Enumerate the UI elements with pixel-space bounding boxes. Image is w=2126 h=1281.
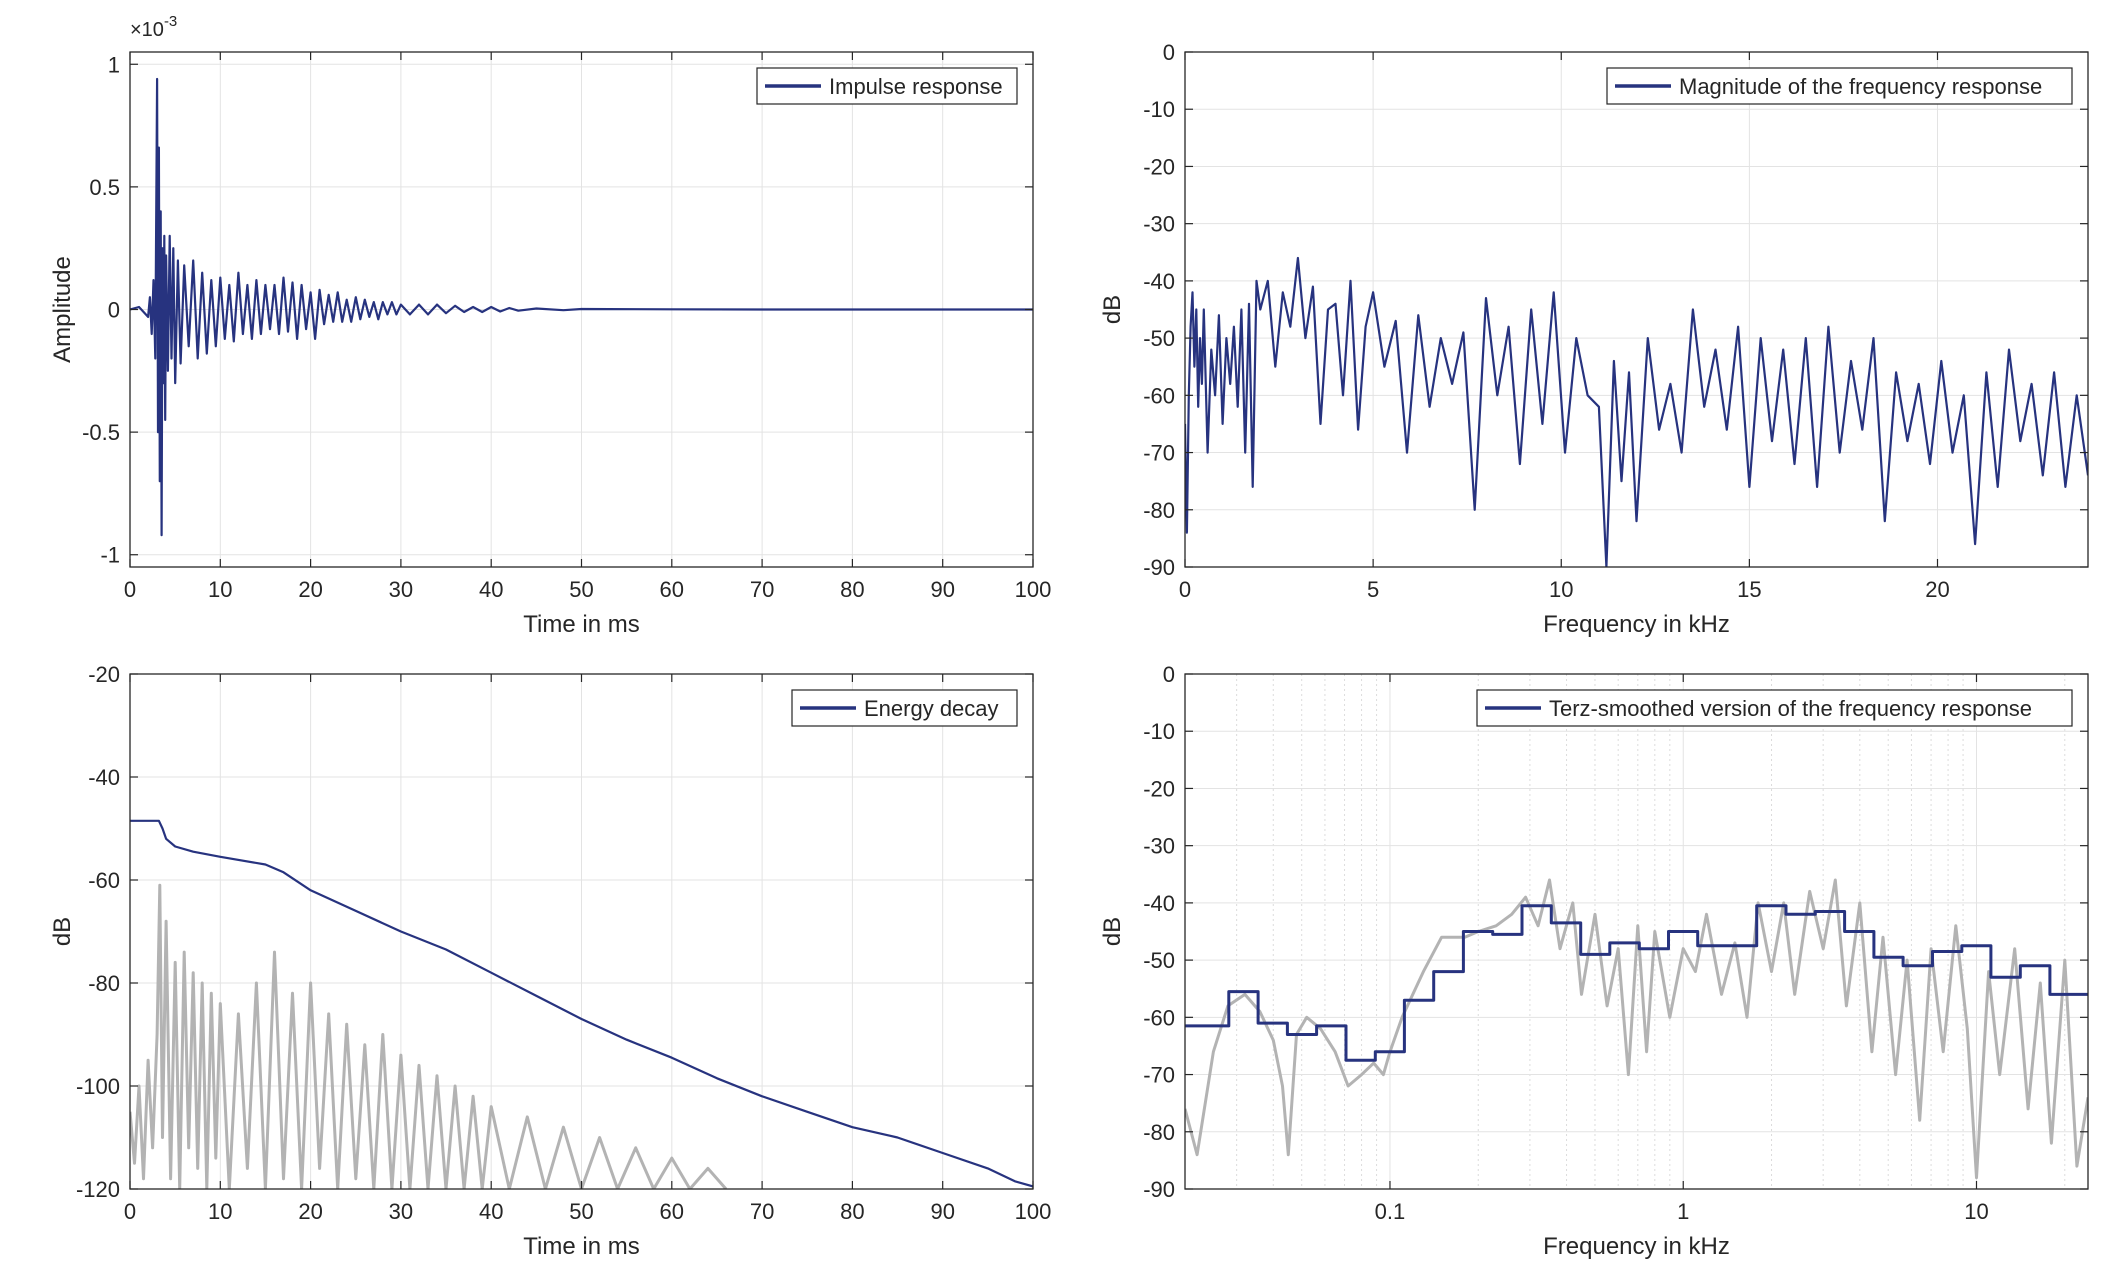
legend-box <box>1476 689 2073 727</box>
y-tick-label: -40 <box>88 765 120 790</box>
x-axis-label: Frequency in kHz <box>1543 611 1730 638</box>
series-line-0 <box>1185 256 2088 567</box>
x-tick-label: 10 <box>1549 577 1573 602</box>
y-tick-label: -40 <box>1143 269 1175 294</box>
x-tick-label: 70 <box>750 1199 774 1224</box>
y-tick-label: -20 <box>1143 776 1175 801</box>
y-tick-label: -70 <box>1143 441 1175 466</box>
x-tick-label: 100 <box>1015 577 1052 602</box>
y-tick-label: -0.5 <box>82 420 120 445</box>
exponent-base: ×10 <box>130 19 164 41</box>
y-tick-label: -30 <box>1143 834 1175 859</box>
y-tick-label: -70 <box>1143 1063 1175 1088</box>
x-tick-label: 0 <box>124 1199 136 1224</box>
y-tick-label: -10 <box>1143 719 1175 744</box>
terz-smoothed-panel: 0.1 1 10 0 -10 -20 -30 -40 -50 -60 -70 -80 -90 Freque… <box>1099 662 2089 1260</box>
plot-area <box>1185 52 2088 567</box>
y-tick-label: 0.5 <box>89 175 120 200</box>
x-tick-label: 1 <box>1677 1199 1689 1224</box>
y-tick-label: -1 <box>100 543 120 568</box>
exponent-label: ×10-3 <box>130 13 177 41</box>
y-tick-label: -60 <box>1143 383 1175 408</box>
x-tick-label: 90 <box>930 577 954 602</box>
x-tick-label: 80 <box>840 1199 864 1224</box>
x-tick-label: 50 <box>569 577 593 602</box>
y-tick-label: -80 <box>1143 1120 1175 1145</box>
x-axis-label: Frequency in kHz <box>1543 1233 1730 1260</box>
series-line-1 <box>130 883 728 1189</box>
y-tick-label: -50 <box>1143 948 1175 973</box>
y-tick-label: -50 <box>1143 326 1175 351</box>
y-tick-label: -120 <box>76 1177 120 1202</box>
y-tick-label: 0 <box>1163 662 1175 687</box>
legend-label: Impulse response <box>829 74 1003 99</box>
x-tick-label: 70 <box>750 577 774 602</box>
x-tick-label: 90 <box>930 1199 954 1224</box>
x-tick-label: 60 <box>660 577 684 602</box>
legend-label: Terz-smoothed version of the frequency r… <box>1549 696 2032 721</box>
legend-box <box>1606 67 2073 105</box>
x-tick-label: 15 <box>1737 577 1761 602</box>
x-tick-label: 20 <box>1925 577 1949 602</box>
y-tick-label: -20 <box>1143 154 1175 179</box>
x-tick-label: 40 <box>479 577 503 602</box>
x-axis-label: Time in ms <box>523 611 639 638</box>
y-axis-label: Amplitude <box>49 256 76 363</box>
exponent-power: -3 <box>164 13 177 30</box>
y-tick-label: -20 <box>88 662 120 687</box>
x-tick-label: 100 <box>1015 1199 1052 1224</box>
impulse-response-panel: 0 10 20 30 40 50 60 70 80 90 100 -1 -0.5 0 0.5 1 Time in… <box>49 13 1051 638</box>
x-tick-label: 60 <box>660 1199 684 1224</box>
y-tick-label: -60 <box>88 868 120 893</box>
x-tick-label: 80 <box>840 577 864 602</box>
axes-frame <box>1184 51 2089 568</box>
series-line-0 <box>130 77 1033 537</box>
y-tick-label: -80 <box>88 971 120 996</box>
x-tick-label: 0 <box>124 577 136 602</box>
legend-label: Energy decay <box>864 696 999 721</box>
y-tick-label: -60 <box>1143 1005 1175 1030</box>
y-tick-label: -90 <box>1143 555 1175 580</box>
energy-decay-panel: 0 10 20 30 40 50 60 70 80 90 100 -20 -40 -60 -80 -100 -1… <box>49 662 1051 1260</box>
axes-frame <box>1184 673 2089 1190</box>
y-tick-label: 0 <box>1163 40 1175 65</box>
x-tick-label: 0.1 <box>1375 1199 1406 1224</box>
x-tick-label: 10 <box>1964 1199 1988 1224</box>
x-tick-label: 0 <box>1179 577 1191 602</box>
x-tick-label: 20 <box>298 1199 322 1224</box>
x-tick-label: 30 <box>389 577 413 602</box>
y-tick-label: 1 <box>108 52 120 77</box>
x-axis-label: Time in ms <box>523 1233 639 1260</box>
x-tick-label: 30 <box>389 1199 413 1224</box>
x-tick-label: 5 <box>1367 577 1379 602</box>
y-tick-label: 0 <box>108 298 120 323</box>
y-tick-label: -40 <box>1143 891 1175 916</box>
legend-label: Magnitude of the frequency response <box>1679 74 2042 99</box>
y-axis-label: dB <box>1099 295 1126 324</box>
series-line-0 <box>130 819 1033 1188</box>
y-tick-label: -30 <box>1143 212 1175 237</box>
y-tick-label: -90 <box>1143 1177 1175 1202</box>
x-tick-label: 50 <box>569 1199 593 1224</box>
series-line-1 <box>1185 878 2088 1180</box>
y-tick-label: -100 <box>76 1074 120 1099</box>
x-tick-label: 10 <box>208 577 232 602</box>
y-axis-label: dB <box>1099 917 1126 946</box>
series-line-0 <box>1185 904 2088 1062</box>
y-axis-label: dB <box>49 917 76 946</box>
x-tick-label: 40 <box>479 1199 503 1224</box>
magnitude-response-panel: 0 5 10 15 20 0 -10 -20 -30 -40 -50 -60 -70 -80 -90 Freq… <box>1099 40 2089 638</box>
x-tick-label: 20 <box>298 577 322 602</box>
y-tick-label: -10 <box>1143 97 1175 122</box>
y-tick-label: -80 <box>1143 498 1175 523</box>
x-tick-label: 10 <box>208 1199 232 1224</box>
